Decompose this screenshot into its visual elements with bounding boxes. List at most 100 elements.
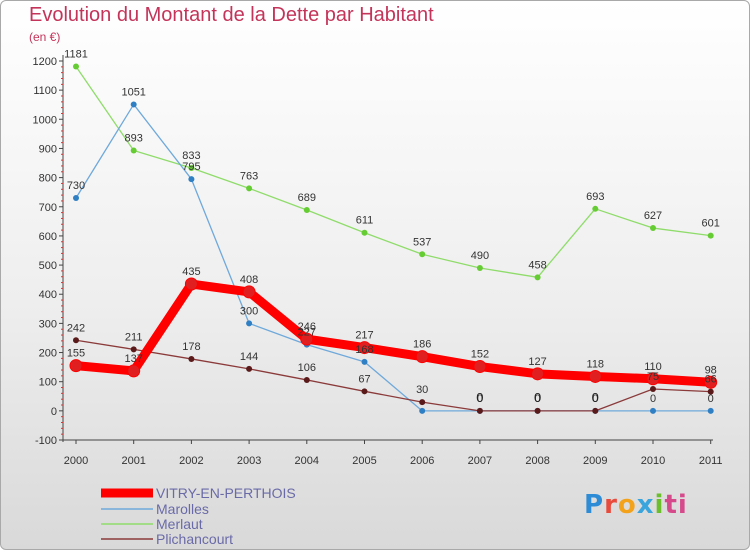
data-label-marolles: 0 [477, 393, 483, 405]
data-label-vitry: 98 [705, 364, 717, 376]
data-label-merlaut: 693 [586, 191, 604, 203]
data-label-vitry: 435 [182, 266, 200, 278]
data-label-marolles: 0 [535, 393, 541, 405]
x-tick-label: 2009 [583, 455, 607, 467]
data-point-vitry [704, 375, 718, 389]
data-point-plichancourt [130, 346, 137, 353]
data-point-plichancourt [476, 407, 483, 414]
legend-label-marolles: Marolles [156, 501, 209, 517]
y-tick-label: -100 [35, 435, 57, 447]
data-point-merlaut [246, 185, 253, 192]
data-point-vitry [242, 285, 256, 299]
data-point-vitry [300, 332, 314, 346]
data-label-plichancourt: 178 [182, 341, 200, 353]
data-label-plichancourt: 144 [240, 351, 258, 363]
data-label-vitry: 217 [355, 330, 373, 342]
data-point-merlaut [476, 264, 483, 271]
y-tick-label: 1200 [33, 56, 57, 68]
x-tick-label: 2001 [121, 455, 145, 467]
data-label-merlaut: 601 [702, 218, 720, 230]
data-point-merlaut [419, 251, 426, 258]
data-point-merlaut [707, 232, 714, 239]
data-label-marolles: 730 [67, 180, 85, 192]
data-label-vitry: 110 [644, 361, 662, 373]
x-tick-label: 2008 [525, 455, 549, 467]
legend-label-vitry: VITRY-EN-PERTHOIS [156, 485, 296, 501]
series-line-merlaut [75, 66, 711, 278]
data-point-merlaut [303, 206, 310, 213]
data-point-plichancourt [419, 399, 426, 406]
y-tick-label: 700 [39, 202, 57, 214]
data-point-plichancourt [534, 407, 541, 414]
legend-label-plichancourt: Plichancourt [156, 531, 233, 547]
data-point-vitry [588, 369, 602, 383]
data-label-plichancourt: 66 [705, 374, 717, 386]
series-line-plichancourt [75, 339, 711, 412]
data-label-marolles: 0 [592, 393, 598, 405]
data-point-vitry [531, 367, 545, 381]
data-point-vitry [473, 360, 487, 374]
data-point-plichancourt [592, 407, 599, 414]
data-point-plichancourt [650, 385, 656, 392]
data-point-vitry [127, 364, 141, 378]
data-label-vitry: 137 [125, 353, 143, 365]
data-label-merlaut: 893 [125, 133, 143, 145]
data-point-merlaut [592, 205, 599, 212]
x-tick-label: 2006 [410, 455, 434, 467]
data-label-marolles: 0 [708, 393, 714, 405]
data-point-merlaut [361, 229, 368, 236]
data-point-merlaut [188, 164, 195, 171]
data-label-plichancourt: 75 [647, 371, 659, 383]
data-label-merlaut: 537 [413, 236, 431, 248]
data-point-vitry [415, 350, 429, 364]
data-label-merlaut: 689 [298, 192, 316, 204]
data-label-marolles: 300 [240, 305, 258, 317]
data-point-marolles [188, 176, 195, 183]
y-tick-label: 0 [51, 406, 57, 418]
y-tick-label: 600 [39, 231, 57, 243]
data-point-vitry [646, 372, 660, 386]
data-label-marolles: 227 [298, 327, 316, 339]
y-tick-label: 300 [39, 318, 57, 330]
data-point-marolles [130, 101, 137, 108]
data-point-vitry [184, 277, 198, 291]
data-point-marolles [419, 407, 426, 414]
data-label-vitry: 186 [413, 339, 431, 351]
data-label-vitry: 127 [528, 356, 546, 368]
y-tick-label: 800 [39, 173, 57, 185]
data-point-merlaut [130, 147, 137, 154]
data-label-marolles: 795 [182, 161, 200, 173]
data-label-merlaut: 490 [471, 250, 489, 262]
data-label-marolles: 1051 [121, 86, 145, 98]
data-label-vitry: 408 [240, 274, 258, 286]
data-label-plichancourt: 211 [125, 331, 143, 343]
x-tick-label: 2007 [468, 455, 492, 467]
y-tick-label: 1100 [33, 85, 57, 97]
data-point-marolles [246, 320, 253, 327]
x-tick-label: 2003 [237, 455, 261, 467]
x-tick-label: 2004 [295, 455, 319, 467]
data-point-plichancourt [188, 355, 195, 362]
data-label-plichancourt: 106 [298, 362, 316, 374]
data-point-plichancourt [73, 337, 79, 344]
proxiti-logo: Proxiti [584, 490, 688, 520]
y-tick-label: 400 [39, 289, 57, 301]
data-point-marolles [650, 407, 656, 414]
data-label-plichancourt: 30 [416, 384, 428, 396]
x-tick-label: 2005 [352, 455, 376, 467]
data-label-merlaut: 458 [528, 259, 546, 271]
y-tick-label: 500 [39, 260, 57, 272]
data-point-plichancourt [707, 388, 714, 395]
data-label-merlaut: 833 [182, 150, 200, 162]
data-label-plichancourt: 0 [592, 390, 599, 405]
data-label-vitry: 246 [298, 321, 316, 333]
data-label-vitry: 155 [67, 348, 85, 360]
x-tick-label: 2000 [64, 455, 88, 467]
data-label-plichancourt: 242 [67, 322, 85, 334]
data-label-marolles: 0 [650, 393, 656, 405]
data-point-plichancourt [246, 365, 253, 372]
data-point-vitry [358, 341, 371, 355]
data-label-vitry: 118 [587, 358, 605, 370]
